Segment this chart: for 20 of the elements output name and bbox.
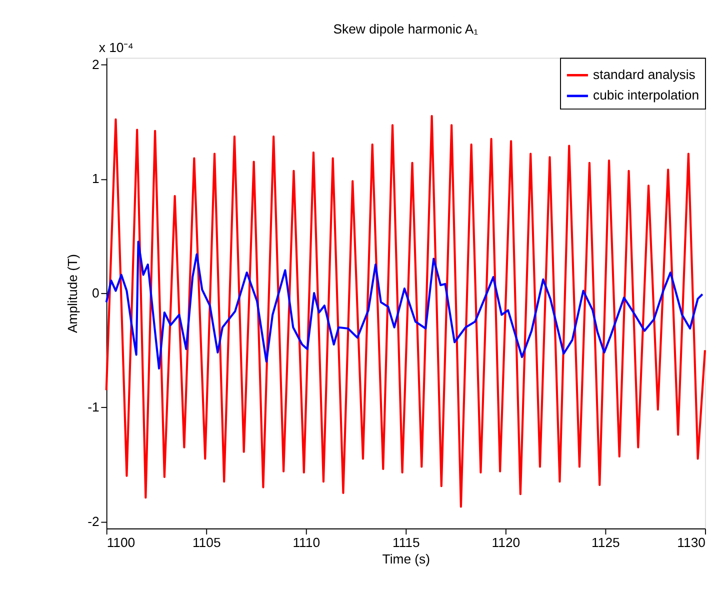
x-tick-label: 1125	[592, 534, 620, 550]
x-tick-label: 1130	[677, 534, 706, 550]
y-axis-title: Amplitude (T)	[65, 254, 80, 334]
y-tick-label: -1	[88, 400, 100, 415]
y-tick-label: 0	[92, 285, 100, 300]
chart-title: Skew dipole harmonic A₁	[333, 21, 479, 36]
x-tick-label: 1105	[192, 534, 221, 550]
legend-label: standard analysis	[592, 66, 696, 82]
line-series	[105, 240, 704, 370]
x-tick-label: 1120	[492, 534, 520, 550]
x-tick-label: 1100	[106, 534, 136, 550]
legend-label: cubic interpolation	[592, 88, 700, 103]
y-tick-label: -2	[88, 514, 100, 529]
line-series	[105, 114, 706, 508]
text: x 10⁻⁴	[98, 40, 134, 56]
x-axis-title: Time (s)	[382, 552, 430, 567]
y-tick-label: 1	[92, 171, 100, 186]
x-tick-label: 1115	[392, 534, 420, 550]
y-tick-label: 2	[92, 56, 100, 72]
x-tick-label: 1110	[292, 534, 320, 550]
